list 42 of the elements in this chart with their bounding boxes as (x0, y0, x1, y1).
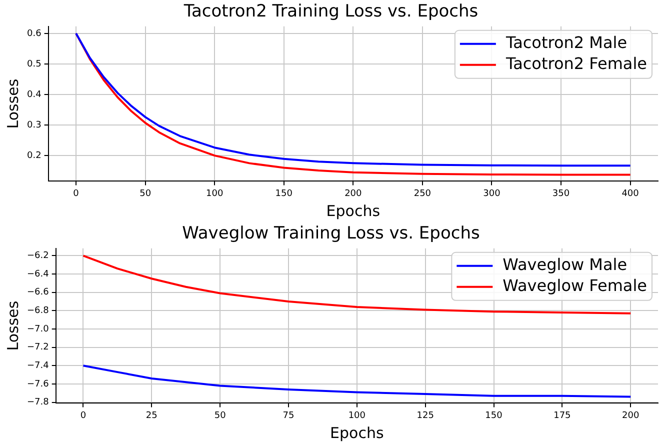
y-tick-label: −7.4 (26, 360, 50, 371)
x-tick-label: 50 (140, 188, 152, 199)
x-tick-label: 125 (416, 410, 434, 421)
y-tick-label: −7.0 (26, 324, 50, 334)
legend-label: Tacotron2 Female (504, 54, 647, 74)
x-tick-label: 0 (80, 410, 86, 421)
x-axis-title: Epochs (326, 202, 380, 220)
y-axis-title: Losses (4, 300, 22, 351)
y-tick-label: 0.5 (26, 59, 42, 70)
x-tick-label: 50 (214, 410, 226, 421)
y-tick-label: −6.6 (26, 288, 50, 298)
x-tick-label: 150 (275, 188, 293, 199)
x-tick-label: 200 (622, 410, 640, 421)
y-tick-label: −6.8 (26, 306, 50, 316)
x-tick-label: 175 (554, 410, 571, 421)
x-tick-label: 100 (206, 188, 224, 199)
x-tick-label: 25 (146, 410, 158, 421)
chart-title: Tacotron2 Training Loss vs. Epochs (182, 2, 478, 22)
y-tick-label: 0.6 (26, 28, 42, 39)
x-tick-label: 150 (485, 410, 503, 421)
legend-label: Waveglow Male (502, 255, 628, 274)
y-tick-label: −6.4 (26, 269, 50, 280)
x-tick-label: 200 (344, 188, 362, 199)
x-tick-label: 0 (73, 188, 80, 199)
x-axis-title: Epochs (330, 424, 384, 442)
y-tick-label: 0.3 (26, 120, 42, 130)
y-tick-label: −7.6 (26, 379, 50, 390)
x-tick-label: 400 (622, 188, 640, 199)
y-tick-label: −7.8 (26, 398, 50, 408)
x-tick-label: 300 (483, 188, 501, 199)
x-tick-label: 75 (282, 410, 294, 421)
legend-label: Tacotron2 Male (504, 33, 628, 52)
x-tick-label: 350 (552, 188, 570, 199)
x-tick-label: 100 (348, 410, 366, 421)
y-tick-label: 0.4 (26, 90, 42, 100)
legend-label: Waveglow Female (502, 276, 647, 296)
y-tick-label: 0.2 (26, 150, 42, 161)
y-tick-label: −6.2 (26, 251, 49, 262)
chart-title: Waveglow Training Loss vs. Epochs (182, 224, 480, 244)
y-axis-title: Losses (4, 78, 22, 129)
x-tick-label: 250 (414, 188, 432, 199)
y-tick-label: −7.2 (26, 342, 49, 353)
